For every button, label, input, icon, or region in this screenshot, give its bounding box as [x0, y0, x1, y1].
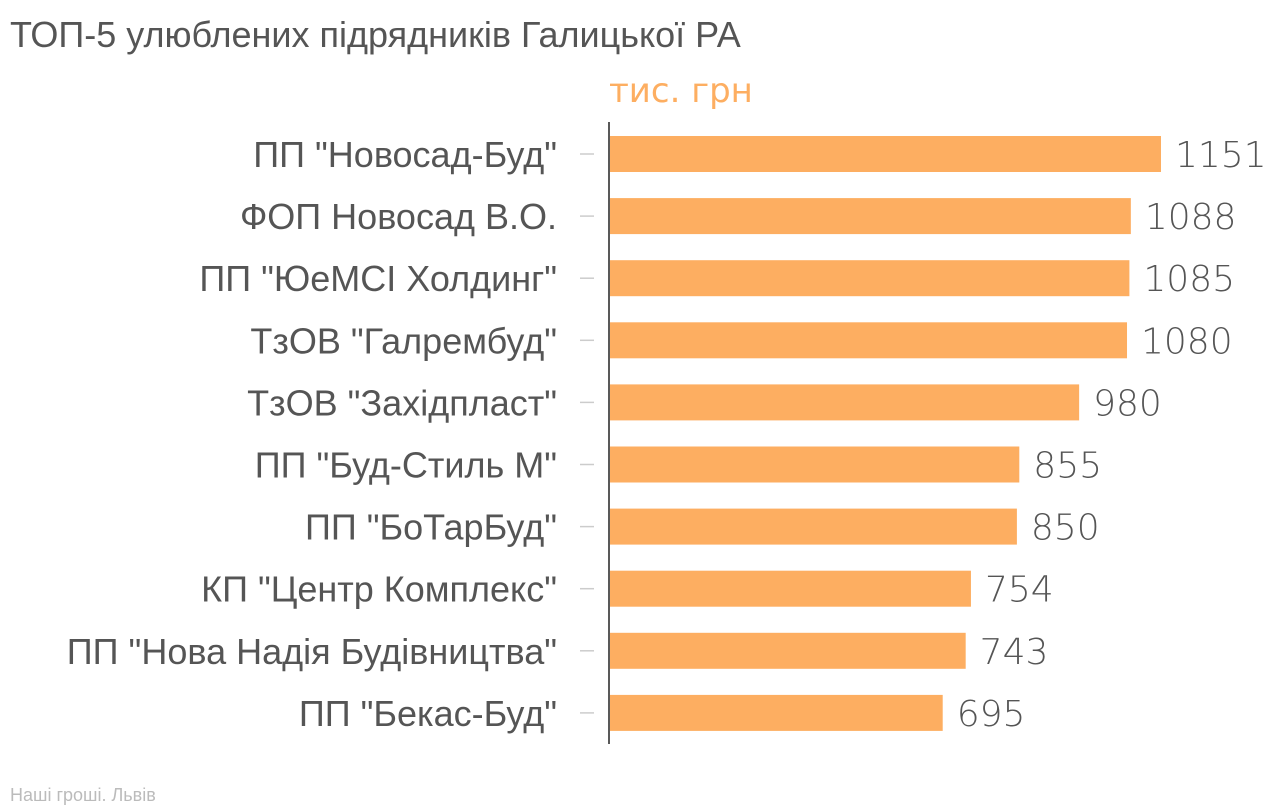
- bar: [610, 446, 1020, 483]
- value-label: 695: [957, 694, 1026, 735]
- category-label: ПП "Бекас-Буд": [299, 693, 557, 734]
- category-label: ПП "ЮеМСІ Холдинг": [199, 258, 557, 299]
- bar-row: ПП "Нова Надія Будівництва" 743: [67, 631, 1049, 673]
- value-label: 1085: [1143, 259, 1235, 300]
- bar-row: ПП "ЮеМСІ Холдинг" 1085: [199, 258, 1235, 300]
- value-label: 855: [1033, 446, 1102, 487]
- bar: [610, 260, 1130, 297]
- bar-row: ПП "Буд-Стиль М" 855: [255, 445, 1102, 487]
- value-label: 850: [1031, 508, 1100, 549]
- category-label: ПП "Буд-Стиль М": [255, 445, 557, 486]
- value-label: 1088: [1145, 197, 1237, 238]
- bar: [610, 198, 1131, 235]
- category-label: ТзОВ "Галрембуд": [250, 320, 557, 361]
- category-label: ПП "БоТарБуд": [305, 507, 557, 548]
- bar-row: ТзОВ "Галрембуд" 1080: [250, 320, 1232, 362]
- category-label: ФОП Новосад В.О.: [240, 196, 557, 237]
- value-label: 980: [1093, 383, 1162, 424]
- value-label: 1080: [1141, 321, 1233, 362]
- category-label: ПП "Новосад-Буд": [253, 134, 557, 175]
- category-label: ТзОВ "Західпласт": [247, 382, 557, 423]
- chart-title: ТОП-5 улюблених підрядників Галицької РА: [10, 14, 741, 55]
- value-label: 1151: [1175, 135, 1267, 176]
- bar: [610, 322, 1128, 359]
- bar: [610, 136, 1161, 172]
- bar: [610, 508, 1017, 545]
- category-label: КП "Центр Комплекс": [201, 569, 557, 610]
- bar: [610, 632, 966, 669]
- bar-row: ПП "Бекас-Буд" 695: [299, 693, 1026, 735]
- bar: [610, 570, 971, 607]
- bar: [610, 694, 943, 731]
- bar-row: ФОП Новосад В.О. 1088: [240, 196, 1237, 238]
- unit-label: тис. грн: [609, 71, 753, 111]
- value-label: 743: [980, 632, 1049, 673]
- bar-row: ПП "Новосад-Буд" 1151: [253, 134, 1266, 176]
- source-credit: Наші гроші. Львів: [10, 785, 156, 805]
- bars-layer: ПП "Новосад-Буд" 1151 ФОП Новосад В.О. 1088…: [67, 134, 1267, 735]
- value-label: 754: [985, 570, 1054, 611]
- bar-row: КП "Центр Комплекс" 754: [201, 569, 1054, 611]
- bar-row: ПП "БоТарБуд" 850: [305, 507, 1100, 549]
- bar: [610, 384, 1080, 421]
- bar-row: ТзОВ "Західпласт" 980: [247, 382, 1162, 424]
- category-label: ПП "Нова Надія Будівництва": [67, 631, 557, 672]
